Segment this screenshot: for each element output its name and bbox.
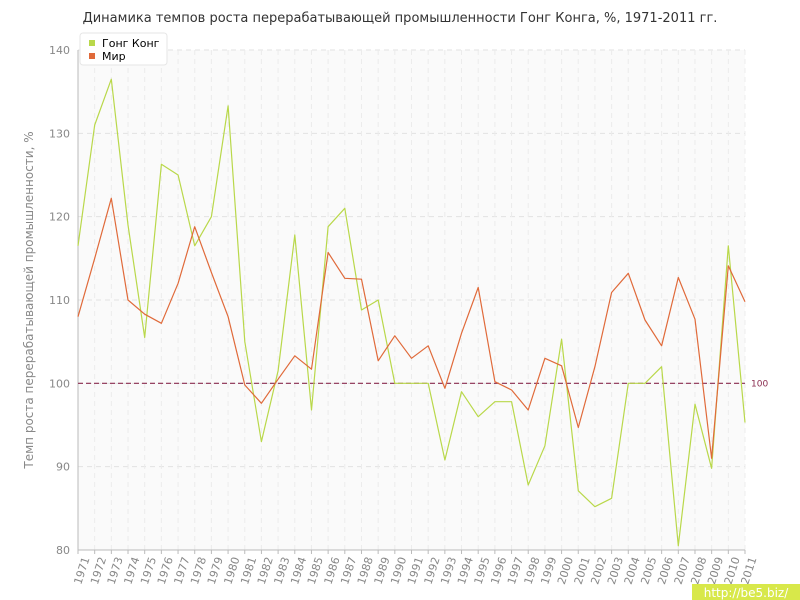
legend-swatch bbox=[89, 40, 95, 46]
series-group bbox=[77, 78, 746, 547]
y-tick-label: 80 bbox=[56, 544, 70, 557]
x-axis-ticks: 1971197219731974197519761977197819791980… bbox=[71, 550, 759, 586]
legend-entry: Гонг Конг bbox=[102, 37, 160, 50]
y-tick-label: 120 bbox=[49, 211, 70, 224]
y-axis-label: Темп роста перерабатывающей промышленнос… bbox=[22, 131, 36, 469]
series-line-2 bbox=[77, 197, 746, 459]
watermark-background bbox=[692, 584, 800, 600]
reference-line-label: 100 bbox=[751, 379, 768, 389]
legend-swatch bbox=[89, 53, 95, 59]
watermark-text[interactable]: http://be5.biz/ bbox=[704, 586, 789, 600]
y-tick-label: 100 bbox=[49, 377, 70, 390]
chart-title: Динамика темпов роста перерабатывающей п… bbox=[83, 11, 718, 26]
legend-entry: Мир bbox=[102, 50, 126, 63]
series-line-1 bbox=[77, 78, 746, 547]
y-axis-ticks: 80 90 100 110 120 130 140 bbox=[49, 44, 70, 557]
y-tick-label: 90 bbox=[56, 461, 70, 474]
y-tick-label: 140 bbox=[49, 44, 70, 57]
y-tick-label: 110 bbox=[49, 294, 70, 307]
legend-box bbox=[79, 32, 168, 66]
y-tick-label: 130 bbox=[49, 127, 70, 140]
grid-lines bbox=[77, 49, 746, 551]
watermark: http://be5.biz/ bbox=[692, 584, 800, 600]
